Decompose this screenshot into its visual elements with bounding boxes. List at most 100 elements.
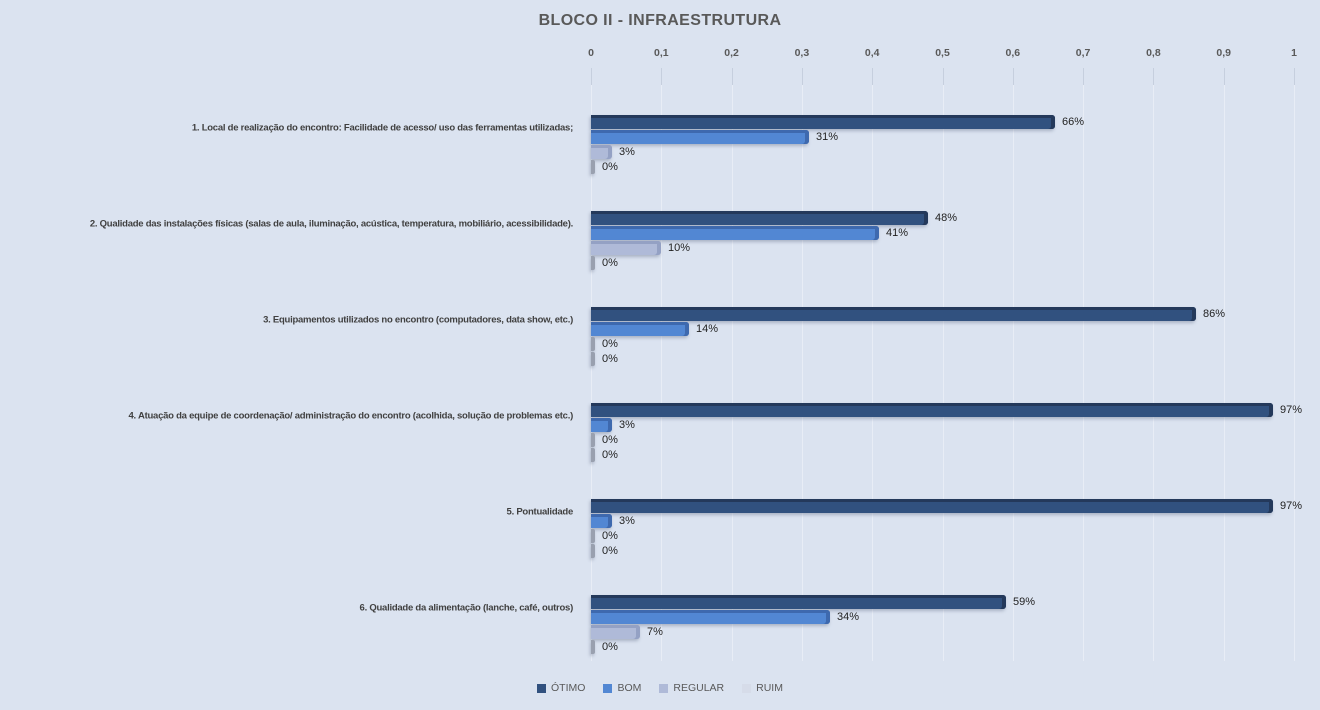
gridline [1083,85,1085,661]
gridline [1012,85,1014,661]
legend-label: RUIM [756,682,783,694]
bar-value-label: 0% [602,257,618,269]
bar-value-label: 48% [935,212,958,224]
bar [591,211,928,225]
bar-value-label: 3% [619,146,635,158]
legend-swatch [742,683,752,693]
bar [591,640,595,654]
bar [591,448,595,462]
bar-value-label: 0% [602,449,618,461]
x-tick-mark [1153,68,1155,85]
x-tick-mark [872,68,874,85]
bar [591,625,640,639]
legend-item: RUIM [742,682,783,694]
bar-value-label: 97% [1280,500,1303,512]
bar-value-label: 7% [647,626,663,638]
legend: ÓTIMO BOM REGULAR RUIM [0,679,1320,697]
x-tick-mark [731,68,733,85]
bar-value-label: 14% [696,323,719,335]
bar-value-label: 0% [602,545,618,557]
bar [591,241,661,255]
bar-value-label: 59% [1013,596,1036,608]
x-tick-label: 1 [1291,47,1297,59]
x-tick-label: 0,4 [864,47,880,59]
bar-value-label: 66% [1062,116,1085,128]
bar [591,529,595,543]
x-tick-label: 0,9 [1216,47,1231,59]
bar [591,307,1196,321]
legend-swatch [659,683,669,693]
bar-value-label: 0% [602,530,618,542]
bar [591,499,1273,513]
bar [591,544,595,558]
bar-value-label: 10% [668,242,691,254]
category-label: 1. Local de realização do encontro: Faci… [191,122,573,134]
legend-item: ÓTIMO [537,682,585,694]
category-label: 5. Pontualidade [506,506,574,518]
gridline [591,85,592,661]
bar-value-label: 86% [1203,308,1226,320]
x-tick-label: 0,1 [653,47,669,59]
chart-title: BLOCO II - INFRAESTRUTURA [538,12,782,29]
bar [591,160,595,174]
gridline [801,85,803,661]
x-tick-mark [661,68,663,85]
bar-value-label: 3% [619,515,635,527]
bar [591,115,1055,129]
x-tick-mark [801,68,803,85]
category-label: 4. Atuação da equipe de coordenação/ adm… [128,410,574,422]
bar [591,610,830,624]
legend-label: REGULAR [673,682,725,694]
category-label: 3. Equipamentos utilizados no encontro (… [263,314,573,326]
x-tick-label: 0,7 [1075,47,1091,59]
x-tick-mark [1012,68,1014,85]
x-tick-label: 0,5 [935,47,950,59]
x-tick-label: 0,6 [1005,47,1021,59]
bar-value-label: 0% [602,641,618,653]
bar [591,418,612,432]
x-tick-mark [1083,68,1085,85]
bar [591,322,689,336]
bar [591,514,612,528]
x-tick-mark [942,68,944,85]
gridline [661,85,663,661]
bar-value-label: 0% [602,338,618,350]
x-tick-label: 0,3 [794,47,810,59]
category-label: 6. Qualidade da alimentação (lanche, caf… [359,602,574,614]
bar [591,130,809,144]
bar [591,595,1006,609]
bar [591,433,595,447]
legend-swatch [537,683,547,693]
gridline [942,85,944,661]
bar-value-label: 0% [602,434,618,446]
x-tick-mark [1223,68,1225,85]
gridline [731,85,733,661]
bar-value-label: 34% [837,611,860,623]
bar-value-label: 0% [602,353,618,365]
gridline [872,85,874,661]
legend-item: REGULAR [659,682,724,694]
gridline [1294,85,1295,661]
x-tick-label: 0,8 [1146,47,1161,59]
bar-value-label: 97% [1280,404,1303,416]
legend-swatch [603,683,613,693]
category-label: 2. Qualidade das instalações físicas (sa… [89,218,573,230]
bar-value-label: 41% [886,227,909,239]
bar [591,145,612,159]
bar-value-label: 31% [816,131,839,143]
bar [591,256,595,270]
bar [591,403,1273,417]
legend-label: BOM [617,682,642,694]
bar-value-label: 0% [602,161,618,173]
bar-value-label: 3% [619,419,635,431]
gridline [1153,85,1155,661]
legend-item: BOM [603,682,641,694]
x-tick-mark [1294,68,1295,85]
bar [591,337,595,351]
legend-label: ÓTIMO [551,682,586,694]
bar [591,352,595,366]
x-tick-mark [591,68,592,85]
x-tick-label: 0,2 [724,47,739,59]
bar [591,226,879,240]
